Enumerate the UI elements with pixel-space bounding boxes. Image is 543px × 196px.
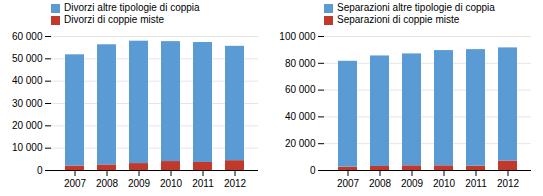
svg-text:2010: 2010 — [160, 178, 183, 189]
svg-text:10 000: 10 000 — [12, 142, 43, 153]
svg-text:2008: 2008 — [369, 178, 392, 189]
svg-text:80 000: 80 000 — [285, 58, 316, 69]
svg-text:0: 0 — [37, 165, 43, 176]
svg-text:60 000: 60 000 — [12, 31, 43, 42]
html-text:Divorzi altre tipologie di cop: Divorzi altre tipologie di coppia — [64, 2, 200, 13]
svg-text:2009: 2009 — [128, 178, 151, 189]
html-text:Separazioni di coppie miste: Separazioni di coppie miste — [337, 14, 460, 25]
svg-text:2011: 2011 — [192, 178, 214, 189]
svg-text:0: 0 — [310, 165, 316, 176]
html-text:Divorzi di coppie miste: Divorzi di coppie miste — [64, 14, 164, 25]
svg-text:2007: 2007 — [64, 178, 87, 189]
svg-text:2011: 2011 — [465, 178, 487, 189]
svg-text:2010: 2010 — [433, 178, 456, 189]
svg-text:30 000: 30 000 — [12, 98, 43, 109]
svg-text:2007: 2007 — [337, 178, 360, 189]
svg-text:2008: 2008 — [96, 178, 119, 189]
svg-text:40 000: 40 000 — [12, 75, 43, 86]
svg-text:40 000: 40 000 — [285, 111, 316, 122]
svg-text:2012: 2012 — [497, 178, 520, 189]
html-text:Separazioni altre tipologie di: Separazioni altre tipologie di coppia — [337, 2, 495, 13]
svg-text:20 000: 20 000 — [285, 138, 316, 149]
svg-text:2009: 2009 — [401, 178, 424, 189]
svg-text:60 000: 60 000 — [285, 84, 316, 95]
svg-text:20 000: 20 000 — [12, 120, 43, 131]
svg-text:2012: 2012 — [224, 178, 247, 189]
svg-text:100 000: 100 000 — [279, 31, 316, 42]
svg-text:50 000: 50 000 — [12, 53, 43, 64]
